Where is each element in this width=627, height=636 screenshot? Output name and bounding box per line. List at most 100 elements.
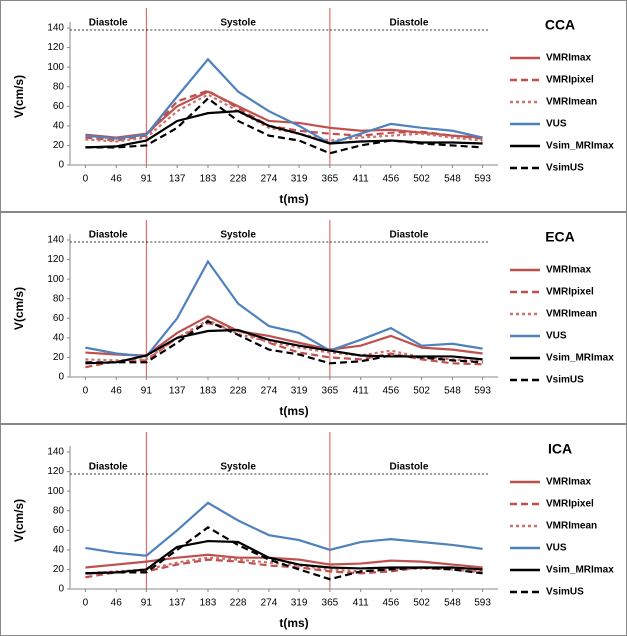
legend-label: VMRIpixel	[546, 287, 594, 298]
legend-label: VMRImax	[546, 265, 591, 276]
x-tick-label: 91	[141, 386, 153, 397]
panel-border	[0, 0, 627, 212]
x-tick-label: 274	[261, 598, 278, 609]
x-tick-label: 456	[382, 174, 399, 185]
y-tick-label: 80	[53, 505, 65, 516]
phase-label: Systole	[220, 462, 256, 473]
series-line	[85, 501, 483, 557]
x-tick-label: 456	[382, 598, 399, 609]
panel-border	[0, 424, 627, 636]
x-tick-label: 228	[230, 598, 247, 609]
y-tick-label: 80	[53, 293, 65, 304]
y-tick-label: 100	[47, 486, 64, 497]
y-tick-label: 20	[53, 352, 65, 363]
y-tick-label: 120	[47, 254, 64, 265]
x-tick-label: 319	[291, 386, 308, 397]
x-tick-label: 183	[200, 386, 217, 397]
x-tick-label: 274	[261, 386, 278, 397]
x-tick-label: 228	[230, 386, 247, 397]
y-tick-label: 40	[53, 332, 65, 343]
legend-label: VMRImean	[546, 309, 597, 320]
y-tick-label: 60	[53, 101, 65, 112]
series-line	[85, 97, 483, 155]
panel-border	[0, 212, 627, 424]
x-tick-label: 0	[83, 174, 89, 185]
legend-label: Vsim_MRImax	[546, 353, 614, 364]
phase-label: Diastole	[89, 18, 128, 29]
x-tick-label: 365	[322, 598, 339, 609]
legend-label: Vsim_MRImax	[546, 141, 614, 152]
chart-title: ICA	[548, 441, 572, 457]
x-tick-label: 0	[83, 386, 89, 397]
y-tick-label: 20	[53, 564, 65, 575]
x-tick-label: 411	[353, 174, 369, 185]
series-line	[85, 319, 483, 365]
series-line	[85, 110, 483, 149]
x-tick-label: 319	[291, 174, 308, 185]
legend-label: VsimUS	[546, 163, 584, 174]
x-tick-label: 137	[169, 174, 186, 185]
y-tick-label: 0	[58, 584, 64, 595]
x-tick-label: 137	[169, 386, 186, 397]
x-tick-label: 183	[200, 598, 217, 609]
legend-label: VMRIpixel	[546, 499, 594, 510]
x-tick-label: 0	[83, 598, 89, 609]
x-tick-label: 91	[141, 598, 153, 609]
legend-label: Vsim_MRImax	[546, 565, 614, 576]
x-tick-label: 183	[200, 174, 217, 185]
y-tick-label: 0	[58, 372, 64, 383]
phase-label: Diastole	[389, 18, 428, 29]
legend-label: VMRImax	[546, 477, 591, 488]
phase-label: Diastole	[89, 462, 128, 473]
phase-label: Diastole	[389, 462, 428, 473]
legend-label: VMRIpixel	[546, 75, 594, 86]
series-line	[85, 93, 483, 143]
x-tick-label: 593	[474, 174, 491, 185]
series-line	[85, 553, 483, 569]
series-line	[85, 315, 483, 357]
x-tick-label: 502	[413, 598, 430, 609]
y-tick-label: 80	[53, 81, 65, 92]
x-axis-label: t(ms)	[279, 404, 308, 418]
x-tick-label: 593	[474, 598, 491, 609]
y-tick-label: 140	[47, 23, 64, 34]
y-tick-label: 60	[53, 525, 65, 536]
x-tick-label: 137	[169, 598, 186, 609]
x-axis-label: t(ms)	[279, 192, 308, 206]
x-tick-label: 91	[141, 174, 153, 185]
x-tick-label: 411	[353, 598, 369, 609]
y-axis-label: V(cm/s)	[12, 75, 26, 118]
x-tick-label: 411	[353, 386, 369, 397]
legend-label: VMRImean	[546, 521, 597, 532]
y-tick-label: 100	[47, 274, 64, 285]
chart-title: CCA	[545, 17, 575, 33]
legend-label: VUS	[546, 119, 567, 130]
y-tick-label: 0	[58, 160, 64, 171]
legend-label: VsimUS	[546, 375, 584, 386]
x-tick-label: 502	[413, 386, 430, 397]
series-line	[85, 526, 483, 581]
y-tick-label: 100	[47, 62, 64, 73]
x-tick-label: 502	[413, 174, 430, 185]
phase-label: Systole	[220, 230, 256, 241]
x-tick-label: 548	[444, 598, 461, 609]
y-axis-label: V(cm/s)	[12, 499, 26, 542]
x-tick-label: 548	[444, 174, 461, 185]
x-tick-label: 274	[261, 174, 278, 185]
x-tick-label: 46	[111, 386, 123, 397]
x-tick-label: 365	[322, 386, 339, 397]
y-tick-label: 140	[47, 235, 64, 246]
phase-label: Diastole	[89, 230, 128, 241]
y-tick-label: 120	[47, 466, 64, 477]
y-tick-label: 20	[53, 140, 65, 151]
x-axis-label: t(ms)	[279, 616, 308, 630]
legend-label: VMRImean	[546, 97, 597, 108]
y-axis-label: V(cm/s)	[12, 287, 26, 330]
y-tick-label: 40	[53, 120, 65, 131]
y-tick-label: 60	[53, 313, 65, 324]
legend-label: VUS	[546, 543, 567, 554]
x-tick-label: 365	[322, 174, 339, 185]
y-tick-label: 120	[47, 42, 64, 53]
phase-label: Diastole	[389, 230, 428, 241]
